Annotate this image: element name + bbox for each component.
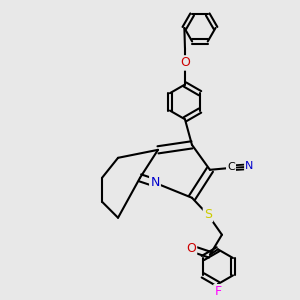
Text: O: O xyxy=(180,56,190,69)
Text: N: N xyxy=(245,161,254,171)
Text: S: S xyxy=(204,208,212,221)
Text: O: O xyxy=(186,242,196,255)
Text: C: C xyxy=(227,162,235,172)
Text: F: F xyxy=(214,285,221,298)
Text: N: N xyxy=(150,176,160,189)
